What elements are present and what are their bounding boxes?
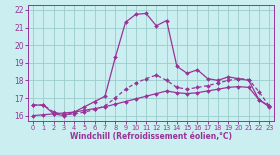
X-axis label: Windchill (Refroidissement éolien,°C): Windchill (Refroidissement éolien,°C): [70, 133, 232, 142]
